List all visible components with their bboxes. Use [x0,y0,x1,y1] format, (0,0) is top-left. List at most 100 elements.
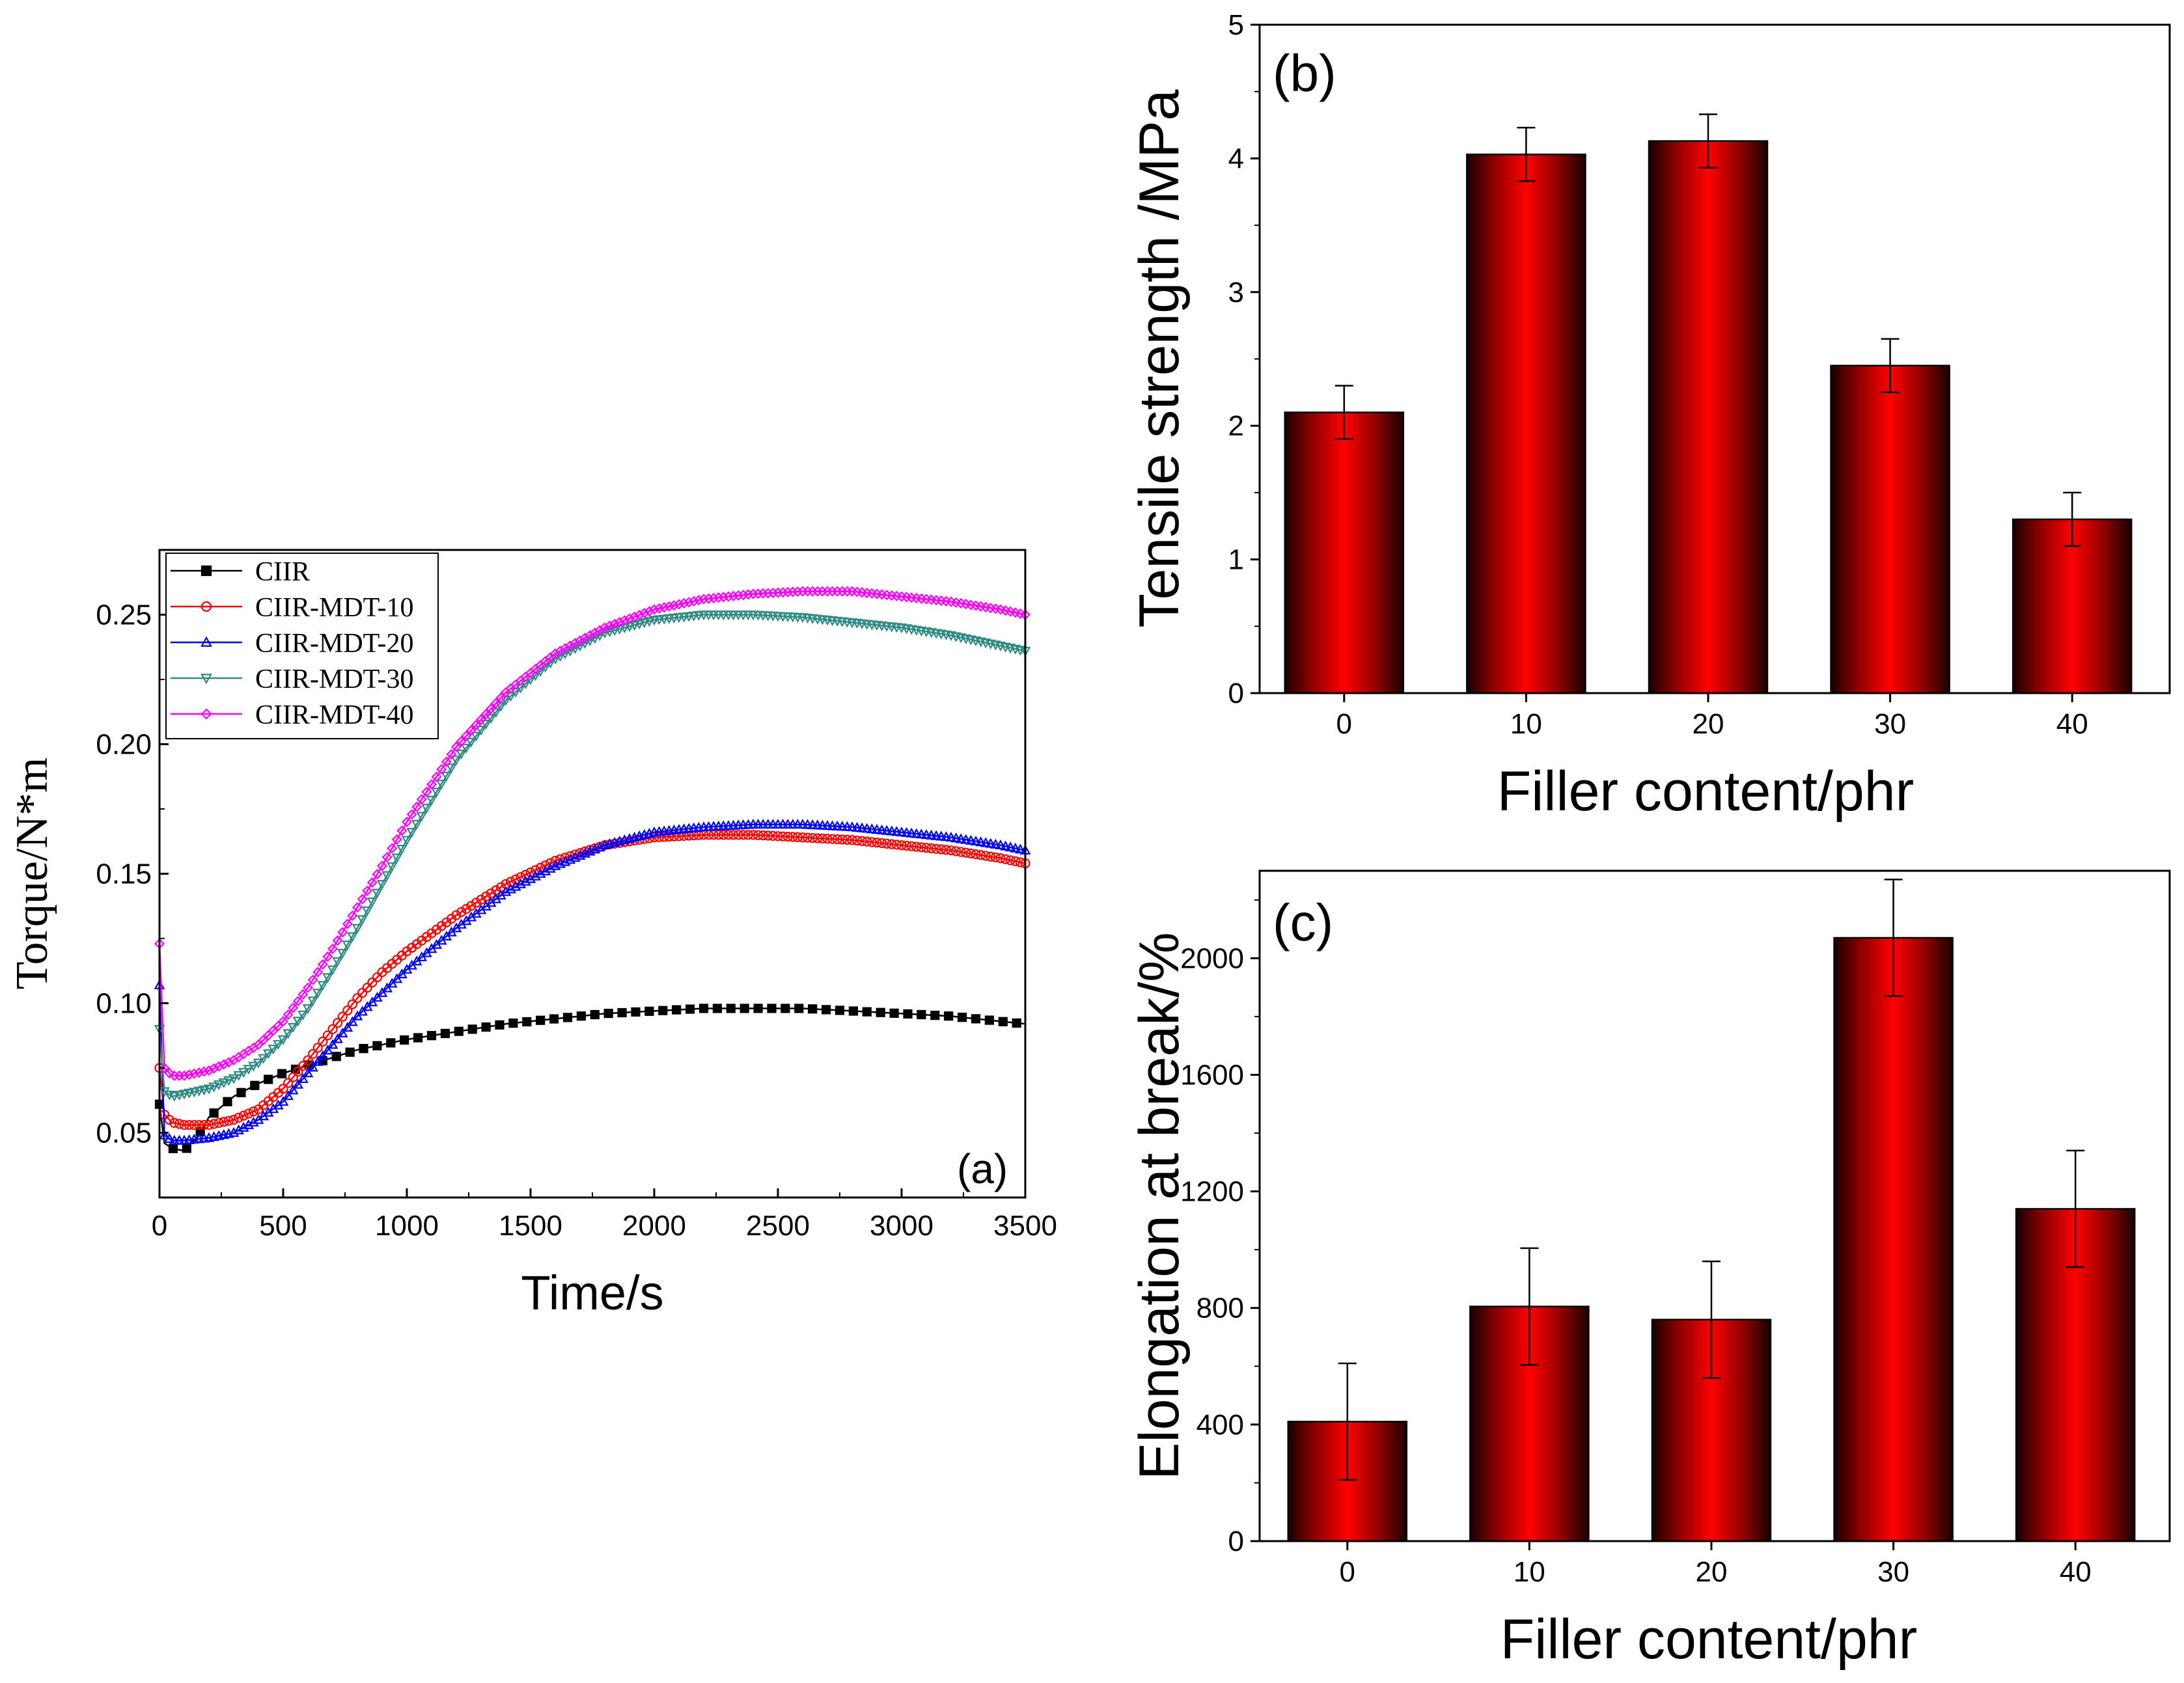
data-point [570,849,581,860]
data-point [416,794,427,805]
data-point [223,1115,234,1126]
data-point [391,834,402,845]
data-point [812,819,823,830]
data-point [688,595,699,607]
data-point [268,1025,279,1036]
data-point [980,851,991,861]
data-point [209,1119,219,1129]
data-point [302,1067,314,1078]
data-point [174,1091,185,1101]
data-point [421,804,432,814]
data-point [322,1045,333,1055]
data-point [357,915,368,925]
data-point [1010,842,1021,853]
panel-a-ylabel: Torque/N*m [7,758,57,990]
bar-group-20 [1651,1260,1772,1542]
data-point [763,830,773,841]
y-tick-label: 0.10 [96,988,152,1020]
data-point [990,838,1001,849]
data-point [322,973,333,983]
data-point [634,609,645,620]
data-point [812,833,823,843]
data-point [781,1004,790,1013]
data-point [456,749,467,759]
data-point [268,1045,279,1055]
data-point [881,825,892,835]
y-tick-label: 4 [1228,143,1244,174]
data-point [876,824,887,834]
data-point [984,1015,995,1025]
series-ciir-mdt-40 [154,586,1031,1081]
data-point [965,834,976,845]
bar-group-30 [1830,338,1950,694]
data-point [901,827,912,837]
bar-group-20 [1648,113,1769,694]
data-point [287,1022,299,1033]
panel-a: 0 500 1000 1500 2000 2500 3000 3500 0.05 0.10 0.1… [7,549,1057,1320]
data-point [283,1078,294,1088]
data-point [287,1084,299,1095]
data-point [461,904,471,914]
data-point [935,830,947,841]
data-point [219,1117,229,1127]
y-tick-label: 0 [1228,677,1244,709]
data-point [169,1091,180,1102]
data-point [980,837,991,847]
panel-b-label: (b) [1273,44,1336,102]
data-point [277,1069,287,1078]
data-point [366,897,378,908]
data-point [471,897,482,908]
data-point [767,1004,777,1013]
data-point [486,703,497,715]
data-point [471,719,482,731]
data-point [278,1084,288,1094]
data-point [753,830,764,840]
data-point [446,763,457,774]
data-point [416,812,428,822]
data-point [1010,856,1021,866]
data-point [387,843,398,854]
panel-a-label: (a) [957,1145,1008,1192]
data-point [530,671,541,681]
data-point [525,675,536,685]
data-point [209,1108,219,1118]
data-point [347,1016,358,1026]
data-point [975,850,986,860]
data-point [292,996,303,1007]
data-point [163,1133,175,1143]
data-point [590,1009,600,1020]
data-point [253,1058,264,1069]
data-point [674,831,684,841]
y-tick-label: 2000 [1180,942,1244,974]
panel-c-label: (c) [1273,894,1333,951]
x-tick-label: 30 [1877,1556,1909,1588]
data-point [911,841,922,852]
data-point [277,1095,289,1106]
data-point [669,600,680,611]
data-point [678,612,689,623]
data-point [797,832,808,843]
data-point [264,1074,273,1084]
data-point [218,1078,230,1089]
data-point [258,1034,269,1046]
data-point [481,1022,491,1032]
panel-c: 0 10 20 30 40 0 400 800 1200 1600 2000 (c) Filler… [1128,869,2171,1671]
data-point [889,1008,899,1018]
data-point [456,736,467,747]
data-point [1005,855,1016,866]
data-point [465,737,477,748]
bar [1284,411,1405,694]
data-point [214,1117,224,1128]
x-tick-label: 1000 [375,1210,439,1242]
data-point [471,732,482,742]
data-point [362,983,372,993]
data-point [189,1119,199,1130]
data-point [740,1004,749,1013]
data-point [199,1119,209,1130]
data-point [921,843,932,853]
data-point [406,809,417,820]
data-point [872,838,882,848]
bar-group-10 [1469,1247,1590,1542]
data-point [831,820,843,830]
